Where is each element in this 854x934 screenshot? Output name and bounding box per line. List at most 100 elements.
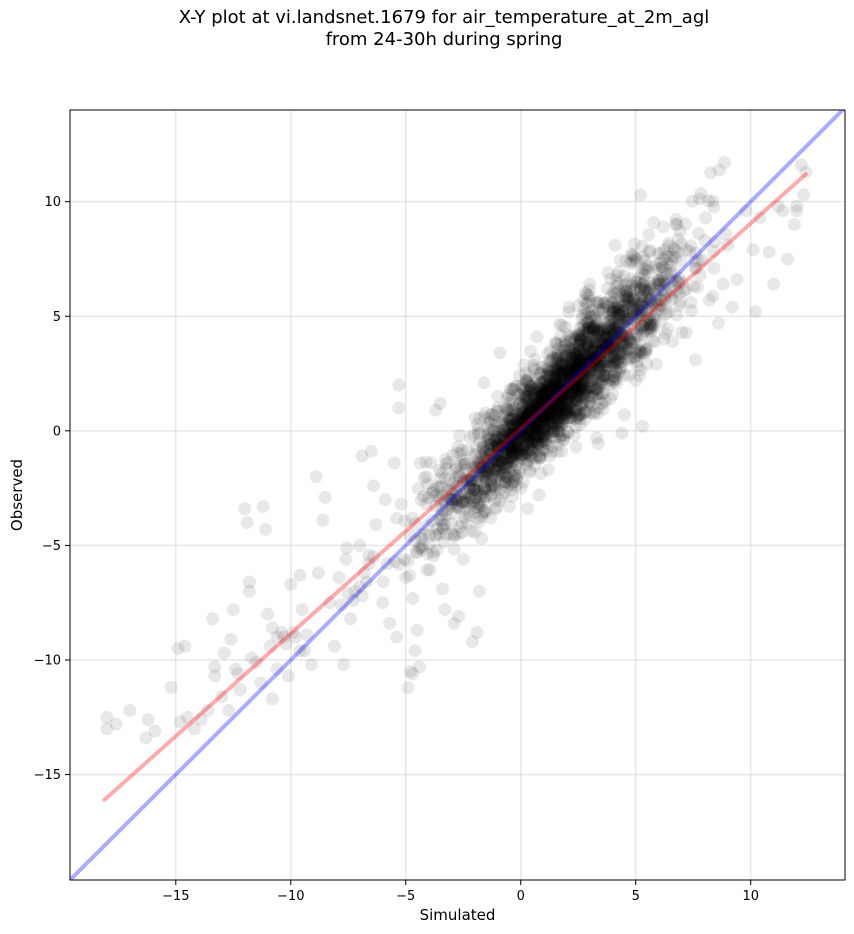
scatter-point (587, 343, 601, 357)
scatter-point (530, 395, 544, 409)
scatter-point (608, 238, 622, 252)
scatter-point (516, 411, 530, 425)
scatter-point (545, 385, 559, 399)
scatter-point (415, 532, 429, 546)
scatter-point (500, 479, 514, 493)
scatter-point (546, 351, 560, 364)
scatter-point (534, 416, 548, 430)
scatter-point (642, 283, 656, 297)
scatter-point (630, 275, 644, 289)
scatter-point (467, 494, 481, 508)
scatter-point (541, 408, 555, 422)
scatter-point (550, 381, 564, 395)
scatter-point (523, 416, 537, 430)
scatter-point (541, 410, 555, 424)
scatter-point (456, 474, 470, 488)
scatter-point (609, 370, 623, 384)
scatter-point (443, 492, 457, 506)
scatter-point (556, 380, 570, 394)
scatter-point (515, 413, 529, 427)
scatter-point (579, 296, 593, 310)
scatter-point (536, 375, 550, 389)
scatter-point (148, 724, 162, 738)
scatter-point (549, 397, 563, 411)
scatter-point (596, 343, 610, 357)
scatter-point (556, 367, 570, 381)
scatter-point (565, 361, 579, 375)
scatter-point (481, 427, 495, 441)
scatter-point (576, 377, 590, 391)
scatter-point (629, 283, 643, 297)
scatter-point (591, 436, 605, 450)
scatter-point (620, 284, 634, 298)
scatter-point (665, 254, 679, 268)
scatter-point (275, 626, 289, 639)
scatter-point (582, 393, 596, 407)
scatter-point (532, 397, 546, 411)
scatter-point (415, 543, 429, 557)
scatter-point (647, 216, 661, 230)
scatter-point (491, 437, 505, 451)
scatter-point (472, 461, 486, 474)
scatter-point (639, 346, 653, 360)
scatter-point (642, 285, 656, 299)
scatter-point (390, 630, 404, 644)
scatter-point (348, 584, 362, 598)
scatter-point (469, 490, 483, 504)
scatter-point (587, 320, 601, 334)
scatter-point (550, 404, 564, 418)
scatter-point (513, 417, 527, 431)
scatter-point (555, 364, 569, 378)
scatter-point (520, 458, 534, 472)
scatter-point (716, 277, 730, 291)
scatter-point (603, 329, 617, 343)
scatter-point (226, 603, 240, 617)
scatter-point (535, 404, 549, 418)
scatter-point (515, 414, 529, 428)
scatter-point (524, 382, 538, 396)
scatter-point (544, 393, 558, 407)
scatter-point (522, 401, 536, 415)
scatter-point (633, 188, 647, 202)
scatter-point (411, 482, 425, 496)
scatter-point (518, 367, 532, 381)
scatter-point (574, 379, 588, 393)
scatter-point (463, 480, 477, 494)
scatter-point (551, 406, 565, 420)
scatter-point (580, 305, 594, 319)
scatter-point (526, 437, 540, 451)
scatter-point (598, 324, 612, 338)
scatter-point (580, 321, 594, 335)
scatter-point (509, 440, 523, 454)
scatter-point (512, 413, 526, 427)
scatter-point (300, 628, 314, 642)
scatter-point (523, 443, 537, 457)
scatter-point (532, 423, 546, 437)
scatter-point (550, 362, 564, 376)
scatter-point (513, 397, 527, 411)
scatter-point (553, 384, 567, 398)
scatter-point (675, 275, 689, 289)
scatter-point (518, 428, 532, 442)
scatter-point (206, 612, 220, 626)
scatter-point (613, 304, 627, 318)
scatter-point (357, 566, 371, 580)
scatter-point (652, 273, 666, 287)
scatter-point (516, 438, 530, 452)
scatter-point (551, 424, 565, 438)
scatter-point (514, 410, 528, 424)
scatter-point (533, 408, 547, 422)
scatter-point (469, 473, 483, 487)
scatter-point (636, 296, 650, 310)
scatter-point (658, 326, 672, 340)
scatter-point (549, 369, 563, 383)
scatter-point (589, 352, 603, 366)
scatter-point (529, 412, 543, 426)
scatter-point (586, 354, 600, 368)
scatter-point (522, 447, 536, 461)
scatter-point (516, 441, 530, 455)
scatter-point (611, 317, 625, 331)
scatter-point (563, 348, 577, 362)
scatter-point (550, 403, 564, 417)
scatter-point (504, 438, 518, 452)
